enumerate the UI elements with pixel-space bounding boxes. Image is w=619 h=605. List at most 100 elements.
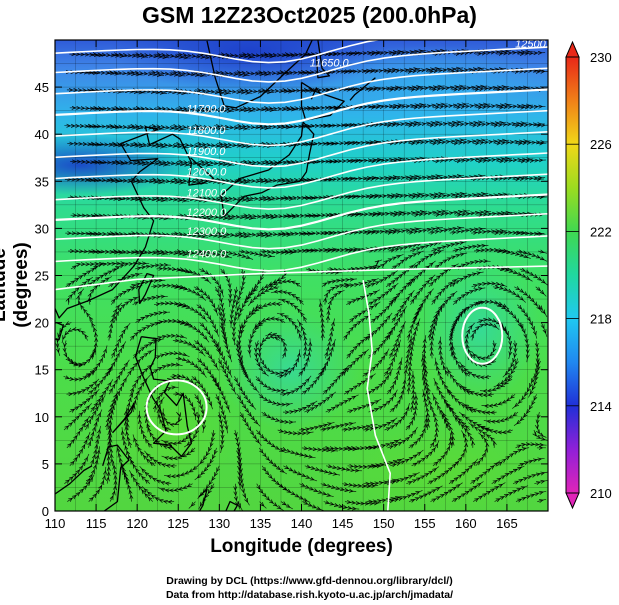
closed-contour: [145, 379, 208, 436]
streamline: [431, 242, 467, 251]
streamline: [86, 267, 120, 288]
streamline: [258, 393, 293, 404]
streamline: [435, 357, 452, 395]
y-tick-label: 10: [35, 410, 49, 425]
contour-label: 12100.0: [186, 187, 227, 199]
streamline: [132, 296, 168, 304]
colorbar: 230 226 222 218 214 210: [565, 40, 612, 510]
coastline: [349, 77, 376, 101]
x-tick-label: 135: [250, 516, 272, 531]
streamline: [154, 353, 190, 358]
x-tick-label: 155: [414, 516, 436, 531]
streamline: [141, 485, 175, 502]
streamline: [127, 389, 135, 431]
coastline: [138, 272, 155, 305]
streamline: [299, 484, 334, 498]
streamline: [515, 490, 547, 501]
streamline: [483, 411, 519, 422]
streamline: [58, 323, 72, 357]
streamline: [471, 283, 508, 286]
y-tick-label: 30: [35, 221, 49, 236]
x-tick-label: 140: [291, 516, 313, 531]
contour-line: [55, 213, 548, 250]
streamline: [191, 376, 213, 410]
streamline: [514, 287, 543, 313]
contour-label: 11800.0: [186, 125, 226, 137]
streamline: [325, 394, 359, 412]
streamline: [517, 53, 546, 55]
colorbar-tick-label: 230: [590, 50, 612, 65]
contour-line: [55, 173, 548, 210]
colorbar-tick-label: 214: [590, 399, 612, 414]
streamline: [496, 448, 530, 467]
contour-label: 11650.0: [310, 57, 350, 69]
streamline: [88, 466, 106, 502]
streamline: [518, 106, 546, 108]
y-tick-label: 5: [42, 457, 49, 472]
streamline: [135, 312, 171, 323]
streamline: [411, 370, 413, 413]
streamline: [534, 480, 548, 483]
coastline: [55, 126, 215, 319]
streamline: [519, 269, 548, 286]
streamline: [534, 125, 548, 126]
x-tick-label: 160: [455, 516, 477, 531]
streamline: [452, 245, 489, 251]
streamline: [255, 376, 288, 391]
geopotential-contours: [55, 40, 548, 511]
streamline: [277, 430, 314, 433]
contour-line: [55, 88, 548, 126]
streamline: [108, 273, 143, 287]
streamline: [535, 286, 547, 297]
coastline: [220, 121, 315, 217]
contour-label: 12500.0: [515, 39, 556, 51]
streamline: [320, 484, 357, 492]
contour-label: 12300.0: [186, 226, 227, 238]
contour-line: [55, 193, 548, 231]
streamline: [110, 461, 115, 502]
data-credit: Data from http://database.rish.kyoto-u.a…: [165, 589, 454, 601]
streamline: [135, 265, 172, 269]
streamline: [320, 423, 357, 430]
streamline: [256, 429, 287, 454]
x-axis-label: Longitude (degrees): [210, 536, 393, 557]
streamline: [257, 483, 284, 511]
streamline: [512, 472, 548, 484]
x-tick-label: 125: [167, 516, 189, 531]
contour-label: 11700.0: [186, 104, 226, 116]
y-tick-label: 35: [35, 174, 49, 189]
streamline: [502, 340, 516, 378]
streamline: [533, 71, 548, 72]
contour-label: 12000.0: [186, 167, 227, 179]
coastline: [112, 402, 135, 434]
streamline: [389, 376, 406, 413]
streamline: [163, 465, 199, 477]
colorbar-tick-label: 226: [590, 137, 612, 152]
colorbar-tick-label: 218: [590, 312, 612, 327]
streamline: [537, 498, 547, 501]
streamline: [109, 359, 130, 395]
streamline: [473, 482, 506, 502]
colorbar-tick-label: 222: [590, 224, 612, 239]
y-tick-label: 45: [35, 80, 49, 95]
streamline: [342, 484, 379, 486]
streamline: [471, 340, 495, 359]
streamline: [112, 322, 131, 359]
streamline: [188, 501, 196, 509]
streamline: [533, 340, 538, 382]
streamline: [258, 447, 288, 475]
contour-line: [362, 280, 392, 511]
streamline: [494, 485, 529, 502]
streamline: [470, 460, 501, 484]
contour-label: 12200.0: [186, 207, 227, 219]
figure-title: GSM 12Z23Oct2025 (200.0hPa): [142, 2, 477, 28]
contour-line: [55, 131, 548, 168]
streamline: [84, 345, 108, 377]
streamline: [235, 483, 241, 509]
contour-line: [55, 67, 548, 104]
x-tick-label: 110: [45, 516, 66, 531]
coastline: [55, 465, 93, 495]
streamline: [320, 299, 323, 341]
colorbar-min-arrow: [565, 492, 580, 510]
